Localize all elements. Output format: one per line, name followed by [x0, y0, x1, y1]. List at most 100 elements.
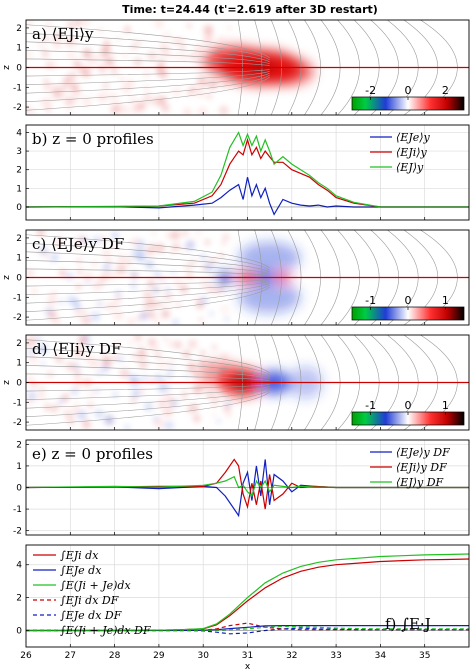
field-line — [26, 391, 270, 426]
noise-blob — [26, 336, 37, 346]
noise-blob — [115, 290, 122, 297]
y-axis-label: z — [2, 380, 12, 385]
x-tick-label: 27 — [65, 651, 76, 661]
noise-blob — [72, 405, 80, 414]
field-line — [26, 384, 270, 392]
noise-blob — [118, 356, 124, 362]
heat-blob — [238, 281, 301, 314]
noise-blob — [121, 83, 131, 93]
noise-blob — [27, 348, 36, 357]
noise-blob — [70, 83, 78, 91]
field-line — [26, 69, 270, 77]
panel-d-heatmap: 2 1 0 -1 -2 d) ⟨EJi⟩y DF z -1 0 1 — [2, 334, 470, 431]
noise-blob — [47, 310, 57, 319]
noise-blob — [158, 301, 164, 307]
noise-blob — [49, 290, 58, 299]
x-tick-label: 26 — [20, 651, 32, 661]
field-lines — [26, 335, 469, 430]
noise-blob — [131, 353, 137, 359]
series-line — [26, 137, 469, 208]
noise-blob — [55, 402, 61, 408]
y-tick-label: 3 — [16, 147, 22, 157]
noise-blob — [52, 92, 58, 98]
noise-blob — [151, 230, 157, 236]
noise-blob — [76, 257, 83, 264]
noise-blob — [166, 372, 173, 379]
noise-blob — [39, 247, 48, 255]
noise-blob — [113, 392, 118, 398]
noise-blob — [200, 350, 206, 356]
y-tick-label: 2 — [16, 24, 22, 34]
legend-entry: ∫E(Ji + Je)dx DF — [60, 624, 151, 637]
field-line — [26, 386, 270, 400]
noise-blob — [172, 38, 179, 44]
panel-label: b) z = 0 profiles — [32, 130, 154, 148]
noise-blob — [164, 292, 173, 301]
noise-blob — [198, 74, 204, 80]
colorbar-tick-label: 0 — [405, 84, 412, 97]
axes-frame — [25, 124, 470, 221]
axes-frame — [25, 544, 470, 648]
noise-blob — [56, 233, 63, 240]
noise-blob — [211, 400, 218, 408]
noise-blob — [97, 95, 103, 101]
y-tick-label: 1 — [16, 359, 22, 369]
noise-blob — [26, 374, 33, 382]
y-tick-label: 2 — [16, 234, 22, 244]
field-line — [26, 260, 270, 274]
y-tick-label: 2 — [16, 440, 22, 450]
noise-blob — [145, 310, 150, 315]
noise-blob — [87, 343, 93, 349]
noise-blob — [179, 284, 189, 294]
series-line — [26, 131, 469, 208]
noise-blob — [192, 384, 203, 394]
panel-e-profiles: 2 1 0 -1 -2 e) z = 0 profiles ⟨EJe⟩y DF ⟨EJi⟩y … — [13, 439, 470, 537]
noise-blob — [117, 254, 128, 264]
y-tick-label: 0 — [16, 379, 22, 389]
noise-blob — [174, 279, 182, 287]
noise-blob — [130, 283, 137, 290]
noise-blob — [125, 258, 133, 265]
noise-blob — [197, 107, 208, 115]
noise-blob — [160, 399, 167, 406]
noise-blob — [158, 96, 167, 105]
noise-blob — [142, 376, 148, 382]
noise-blob — [43, 98, 53, 108]
noise-blob — [110, 67, 118, 75]
field-line — [26, 348, 270, 376]
legend-entry: ∫EJe dx — [60, 564, 102, 577]
noise-blob — [166, 54, 171, 59]
noise-blob — [218, 285, 225, 292]
x-tick-label: 32 — [286, 651, 297, 661]
noise-blob — [148, 311, 156, 319]
noise-blob — [171, 271, 176, 276]
noise-blob — [204, 239, 211, 246]
noise-blob — [195, 230, 202, 236]
noise-blob — [67, 21, 74, 28]
noise-blob — [182, 230, 188, 236]
field-line — [26, 58, 270, 66]
noise-blob — [98, 387, 103, 392]
noise-blob — [173, 54, 180, 60]
y-tick-label: -1 — [13, 398, 22, 408]
noise-blob — [134, 335, 143, 342]
noise-blob — [150, 343, 160, 353]
noise-blob — [131, 236, 141, 246]
noise-blob — [184, 374, 190, 379]
noise-blob — [131, 249, 140, 259]
noise-blob — [91, 260, 98, 267]
series-line — [26, 177, 469, 216]
noise-blob — [108, 60, 114, 67]
noise-blob — [153, 271, 161, 278]
noise-blob — [123, 26, 131, 33]
noise-blob — [226, 411, 232, 418]
noise-blob — [159, 43, 169, 53]
y-tick-label: 0 — [16, 64, 22, 74]
noise-blob — [70, 387, 79, 396]
noise-blob — [74, 401, 80, 406]
noise-blob — [196, 301, 204, 309]
noise-blob — [119, 76, 124, 81]
figure-title: Time: t=24.44 (t'=2.619 after 3D restart… — [122, 3, 378, 16]
noise-blob — [154, 20, 164, 29]
colorbar-tick-label: -1 — [365, 294, 376, 307]
